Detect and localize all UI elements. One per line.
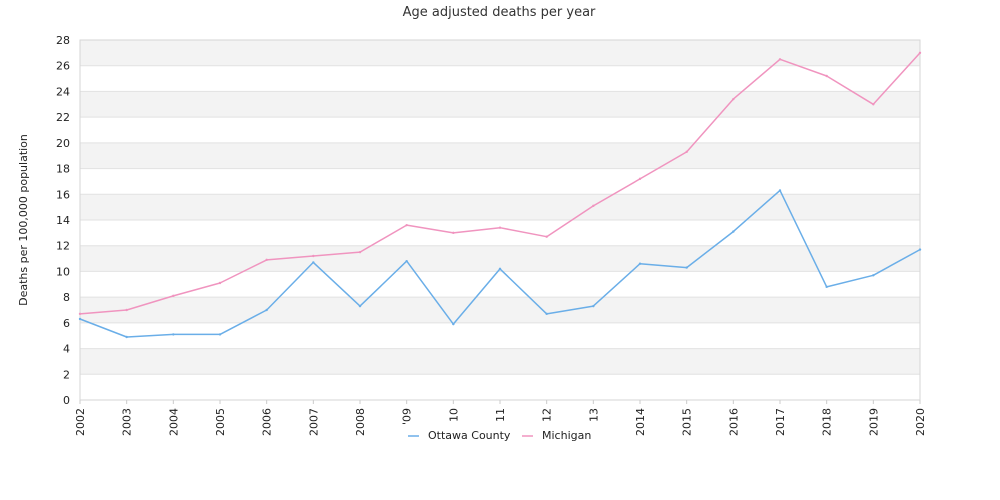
data-point-michigan (172, 294, 175, 298)
series-lines (78, 51, 922, 339)
grid-band (80, 194, 920, 220)
data-point-michigan (918, 51, 922, 55)
data-point-michigan (825, 74, 828, 78)
x-tick-label: 12 (541, 408, 554, 422)
y-tick-label: 0 (63, 394, 70, 407)
chart-title: Age adjusted deaths per year (403, 5, 596, 20)
grid-band (80, 40, 920, 66)
data-point-michigan (265, 258, 268, 262)
x-tick-label: 2014 (634, 408, 647, 436)
data-point-michigan (358, 250, 362, 254)
x-tick-label: 2016 (727, 408, 740, 436)
x-tick-label: 2002 (74, 408, 87, 436)
data-point-michigan (732, 97, 735, 101)
x-tick-label: 2020 (914, 408, 927, 436)
x-tick-label: 2005 (214, 408, 227, 436)
data-point-michigan (498, 226, 502, 229)
y-tick-label: 28 (56, 34, 70, 47)
data-point-michigan (638, 177, 642, 181)
y-tick-label: 4 (63, 343, 70, 356)
data-point-michigan (218, 281, 222, 285)
data-point-ottawa-county (778, 189, 782, 192)
grid-band (80, 142, 920, 169)
grid-band (80, 297, 920, 323)
data-point-ottawa-county (452, 322, 455, 326)
x-tick-label: 2017 (774, 408, 787, 436)
data-point-michigan (872, 103, 875, 106)
y-tick-label: 8 (63, 291, 70, 304)
data-point-ottawa-county (545, 312, 548, 316)
data-point-ottawa-county (358, 304, 362, 308)
y-tick-label: 14 (56, 214, 70, 227)
x-axis-ticks: 2002 2003 2004 2005 2006 2007 2008 '09 10 11 12 13 2… (74, 400, 927, 436)
data-point-ottawa-county (918, 248, 922, 251)
y-tick-label: 16 (56, 188, 70, 201)
data-point-ottawa-county (125, 335, 128, 339)
data-point-ottawa-county (732, 230, 735, 233)
data-point-michigan (125, 308, 128, 312)
data-point-michigan (78, 312, 82, 316)
x-tick-label: 10 (447, 408, 460, 422)
data-point-ottawa-county (592, 304, 595, 308)
x-tick-label: 2007 (307, 408, 320, 436)
legend-label-ottawa-county: Ottawa County (428, 429, 511, 442)
y-tick-label: 10 (56, 265, 70, 278)
data-point-michigan (545, 235, 548, 238)
data-point-ottawa-county (498, 267, 502, 271)
data-point-ottawa-county (265, 308, 268, 312)
legend: Ottawa County Michigan (408, 429, 591, 442)
data-point-ottawa-county (218, 333, 222, 336)
y-tick-label: 2 (63, 368, 70, 381)
data-point-ottawa-county (872, 274, 875, 277)
grid-bands (80, 40, 920, 375)
x-tick-label: 2004 (167, 408, 180, 436)
data-point-michigan (778, 58, 782, 61)
x-tick-label: '09 (401, 408, 414, 425)
data-point-michigan (592, 204, 595, 208)
data-point-michigan (405, 223, 408, 227)
data-point-ottawa-county (638, 262, 642, 265)
y-tick-label: 20 (56, 137, 70, 150)
y-tick-label: 6 (63, 317, 70, 330)
y-tick-label: 24 (56, 85, 70, 98)
x-tick-label: 11 (494, 408, 507, 422)
data-point-ottawa-county (405, 259, 408, 263)
x-tick-label: 2018 (821, 408, 834, 436)
data-point-michigan (452, 231, 455, 235)
y-tick-label: 12 (56, 240, 70, 253)
grid-band (80, 91, 920, 118)
x-tick-label: 13 (587, 408, 600, 422)
grid-band (80, 348, 920, 375)
grid-lines (80, 39, 920, 401)
data-point-ottawa-county (685, 266, 688, 269)
x-tick-label: 2006 (261, 408, 274, 436)
y-tick-label: 26 (56, 60, 70, 73)
legend-label-michigan: Michigan (542, 429, 591, 442)
x-tick-label: 2008 (354, 408, 367, 436)
y-tick-label: 18 (56, 163, 70, 176)
y-tick-label: 22 (56, 111, 70, 124)
y-axis-label: Deaths per 100,000 population (17, 134, 30, 306)
grid-band (80, 245, 920, 272)
data-point-michigan (685, 150, 688, 154)
data-point-ottawa-county (78, 317, 82, 321)
x-tick-label: 2019 (867, 408, 880, 436)
data-point-michigan (312, 254, 315, 258)
data-point-ottawa-county (312, 261, 315, 264)
data-point-ottawa-county (172, 333, 175, 336)
data-point-ottawa-county (825, 285, 828, 289)
x-tick-label: 2003 (121, 408, 134, 436)
x-tick-label: 2015 (681, 408, 694, 436)
